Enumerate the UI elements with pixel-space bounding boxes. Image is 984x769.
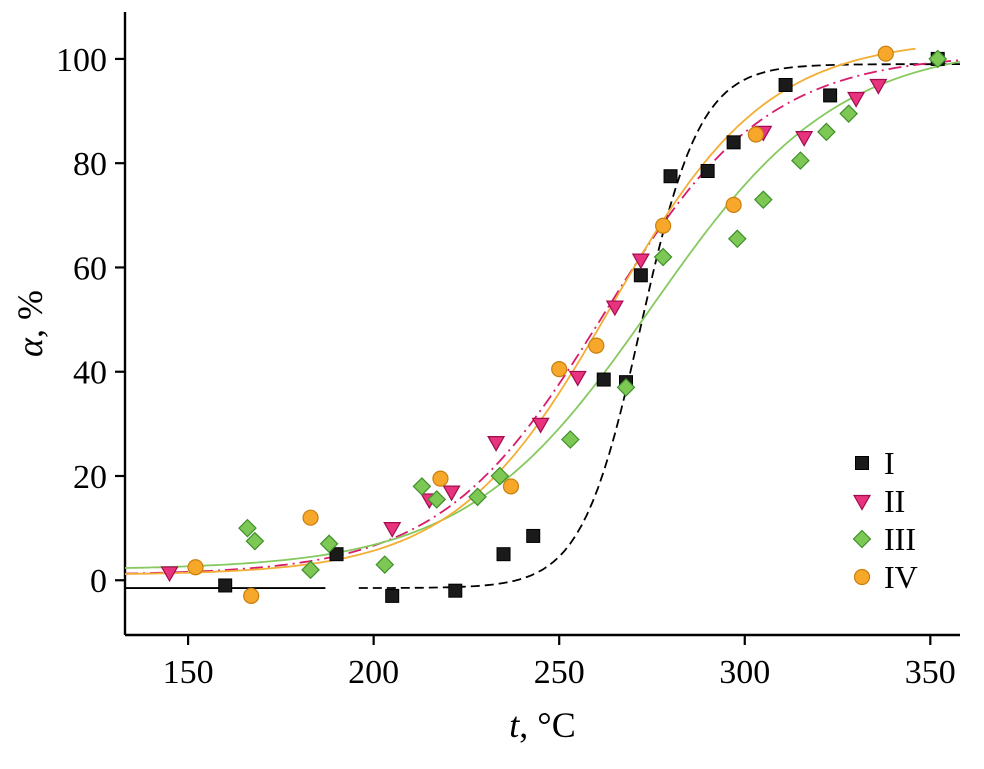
- legend-label: IV: [884, 559, 918, 595]
- y-tick-label: 40: [73, 355, 107, 392]
- y-tick-label: 0: [90, 563, 107, 600]
- y-tick-label: 60: [73, 250, 107, 287]
- legend-item-IV: IV: [853, 559, 918, 595]
- y-tick-label: 80: [73, 146, 107, 183]
- y-axis-label: α, %: [10, 290, 50, 357]
- fit-curve-IV: [125, 47, 916, 575]
- series-IV: [187, 45, 894, 604]
- fit-curve-III: [125, 60, 960, 569]
- x-tick-label: 300: [719, 654, 770, 691]
- fit-curves: [125, 47, 960, 589]
- x-tick-label: 350: [905, 654, 956, 691]
- x-tick-label: 250: [534, 654, 585, 691]
- y-tick-label: 100: [56, 42, 107, 79]
- legend-label: II: [884, 483, 905, 519]
- fit-curve-II: [125, 59, 960, 575]
- data-points: [160, 45, 948, 604]
- x-tick-label: 200: [348, 654, 399, 691]
- series-III: [238, 49, 948, 580]
- legend-item-III: III: [852, 521, 916, 557]
- y-tick-label: 20: [73, 459, 107, 496]
- fit-curve-I: [358, 63, 960, 589]
- series-I: [218, 51, 945, 603]
- x-tick-label: 150: [163, 654, 214, 691]
- series-II: [160, 78, 888, 583]
- legend-label: III: [884, 521, 916, 557]
- legend-item-I: I: [855, 445, 895, 481]
- axes: 150 200 250 300 350 0 20 40 60 80 100 t, °C α, %: [10, 12, 960, 745]
- legend-item-II: II: [852, 483, 905, 519]
- x-axis-label: t, °C: [509, 705, 575, 745]
- legend-label: I: [884, 445, 895, 481]
